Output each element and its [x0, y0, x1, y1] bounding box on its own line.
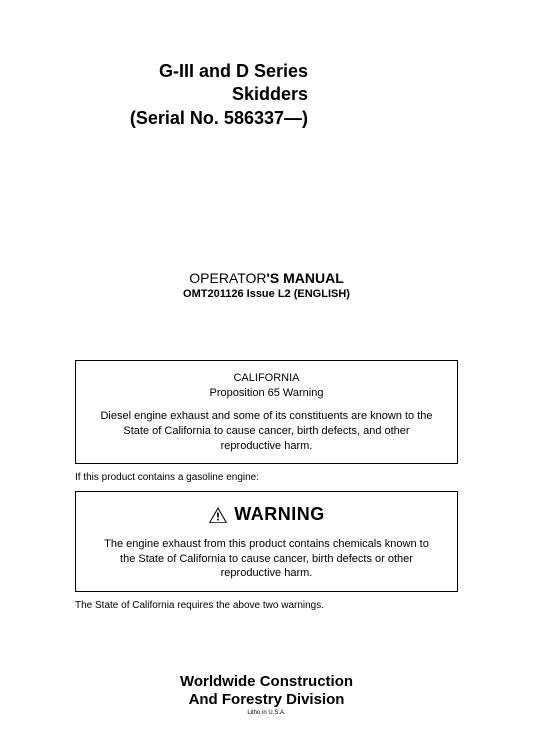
footer: Worldwide Construction And Forestry Divi… — [0, 673, 533, 716]
warning-body: The engine exhaust from this product con… — [96, 537, 437, 582]
manual-subheading: OMT201126 Issue L2 (ENGLISH) — [55, 288, 478, 300]
title-line-3: (Serial No. 586337—) — [55, 107, 308, 130]
title-line-1: G-III and D Series — [55, 60, 308, 83]
warning-header: WARNING — [96, 502, 437, 526]
manual-heading-prefix: OPERATOR — [189, 270, 266, 286]
warning-triangle-icon — [208, 506, 228, 524]
california-warning-box: CALIFORNIA Proposition 65 Warning Diesel… — [75, 360, 458, 464]
title-line-2: Skidders — [55, 83, 308, 106]
gasoline-note: If this product contains a gasoline engi… — [75, 472, 458, 483]
california-box-title: CALIFORNIA Proposition 65 Warning — [96, 371, 437, 401]
california-body: Diesel engine exhaust and some of its co… — [96, 409, 437, 454]
manual-heading-suffix: 'S MANUAL — [267, 270, 344, 286]
manual-heading: OPERATOR'S MANUAL OMT201126 Issue L2 (EN… — [55, 270, 478, 300]
footer-litho: Litho in U.S.A. — [0, 710, 533, 716]
warning-box: WARNING The engine exhaust from this pro… — [75, 491, 458, 592]
footer-org-line1: Worldwide Construction — [0, 673, 533, 691]
footer-org-line2: And Forestry Division — [0, 691, 533, 709]
manual-heading-line1: OPERATOR'S MANUAL — [55, 270, 478, 286]
document-title: G-III and D Series Skidders (Serial No. … — [55, 60, 478, 130]
california-heading-1: CALIFORNIA — [96, 371, 437, 386]
state-note: The State of California requires the abo… — [75, 600, 458, 611]
warning-label: WARNING — [234, 502, 325, 526]
california-heading-2: Proposition 65 Warning — [96, 386, 437, 401]
